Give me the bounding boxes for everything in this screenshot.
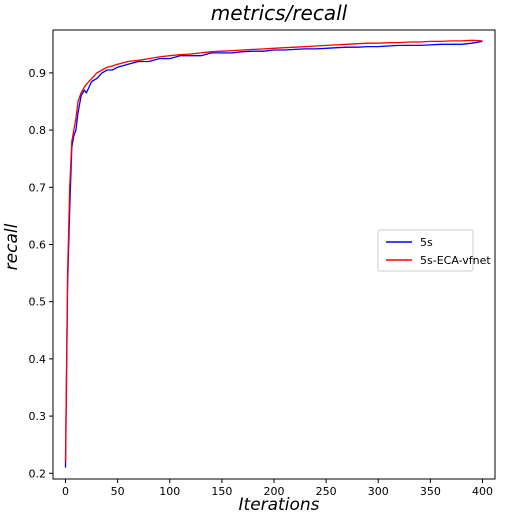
chart-title: metrics/recall (211, 1, 348, 25)
y-tick-label: 0.5 (29, 296, 47, 309)
legend-label-5s-eca-vfnet: 5s-ECA-vfnet (420, 254, 491, 267)
y-tick-label: 0.3 (29, 410, 47, 423)
y-tick-label: 0.9 (29, 67, 47, 80)
y-axis-label: recall (2, 223, 22, 270)
x-tick-label: 200 (264, 485, 285, 498)
x-tick-label: 100 (159, 485, 180, 498)
x-tick-label: 150 (211, 485, 232, 498)
x-tick-label: 300 (368, 485, 389, 498)
series-line-5s (64, 40, 483, 468)
y-tick-label: 0.2 (29, 467, 47, 480)
y-tick-label: 0.8 (29, 124, 47, 137)
x-tick-label: 50 (111, 485, 125, 498)
y-tick-label: 0.7 (29, 181, 47, 194)
plot-area: 0 50 100 150 200 250 300 350 400 0.2 0.3 0.4 0.5 0.6 0… (29, 29, 496, 498)
x-tick-label: 400 (472, 485, 493, 498)
y-tick-label: 0.4 (29, 353, 47, 366)
legend-label-5s: 5s (420, 236, 433, 249)
x-axis-label: Iterations (239, 495, 320, 515)
legend: 5s 5s-ECA-vfnet (377, 229, 491, 272)
x-tick-label: 0 (62, 485, 69, 498)
x-tick-label: 250 (316, 485, 337, 498)
y-tick-label: 0.6 (29, 238, 47, 251)
x-tick-label: 350 (420, 485, 441, 498)
series-line-5s-eca-vfnet (64, 39, 483, 462)
